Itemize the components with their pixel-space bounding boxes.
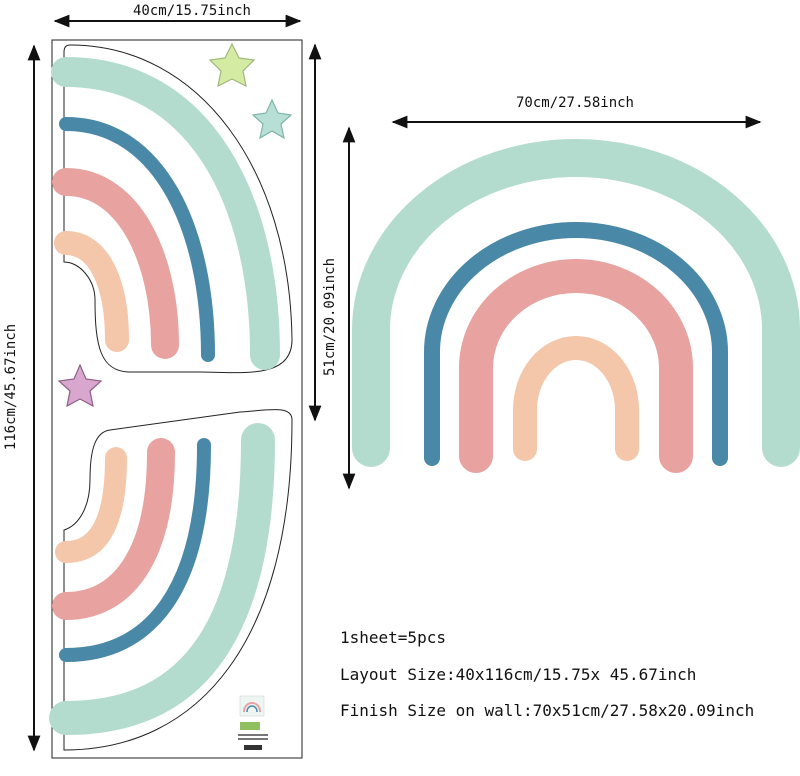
rainbow-width-label: 70cm/27.58inch — [516, 95, 634, 111]
sheet-height-label: 116cm/45.67inch — [3, 324, 19, 450]
star-purple-icon — [57, 363, 103, 408]
top-mint-band — [51, 57, 280, 370]
star-lime-icon — [208, 42, 256, 88]
bottom-rainbow-half — [49, 423, 275, 735]
pieces-count-text: 1sheet=5pcs — [340, 628, 446, 647]
peach-band — [513, 336, 639, 461]
mint-band — [352, 139, 800, 467]
finished-rainbow — [352, 139, 800, 473]
rainbow-height-label: 51cm/20.09inch — [322, 258, 338, 376]
bottom-mint-band — [49, 423, 275, 735]
bottom-pink-band — [52, 438, 175, 620]
blue-band — [424, 222, 728, 466]
product-label — [238, 695, 268, 750]
bottom-blue-band — [59, 438, 211, 662]
layout-size-text: Layout Size:40x116cm/15.75x 45.67inch — [340, 665, 697, 684]
sheet-width-label: 40cm/15.75inch — [133, 3, 251, 19]
top-pink-band — [52, 168, 179, 359]
finish-size-text: Finish Size on wall:70x51cm/27.58x20.09i… — [340, 701, 755, 720]
star-teal-icon — [251, 98, 293, 140]
bottom-peach-band — [55, 447, 127, 563]
top-rainbow-half — [51, 57, 280, 370]
top-peach-band — [54, 231, 129, 352]
top-blue-band — [59, 117, 215, 362]
pink-band — [459, 259, 693, 473]
